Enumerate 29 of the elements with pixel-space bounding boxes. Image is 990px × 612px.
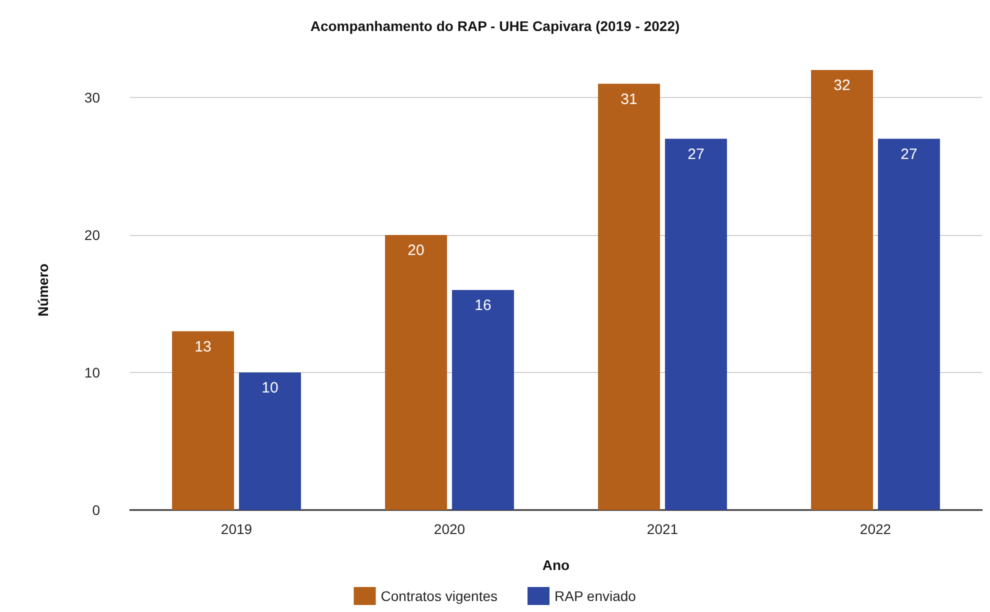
data-label: 13 xyxy=(194,338,212,356)
x-tick-label: 2022 xyxy=(860,521,892,537)
data-label: 20 xyxy=(408,242,424,259)
data-label: 10 xyxy=(262,380,278,396)
data-label: 27 xyxy=(900,146,918,163)
bar xyxy=(238,372,301,510)
chart-title: Acompanhamento do RAP - UHE Capivara (2019 - 2022) xyxy=(310,18,680,34)
data-label: 32 xyxy=(834,77,850,94)
x-axis-title: Ano xyxy=(542,557,570,573)
x-tick-label: 2019 xyxy=(220,521,252,537)
bar xyxy=(172,331,234,510)
legend-label: Contratos vigentes xyxy=(380,588,498,604)
y-tick-label: 20 xyxy=(84,227,100,243)
x-tick-label: 2021 xyxy=(646,521,678,537)
y-tick-label: 10 xyxy=(84,364,100,380)
bar xyxy=(452,290,514,510)
y-tick-label: 0 xyxy=(92,502,100,518)
bar xyxy=(598,84,660,510)
x-tick-label: 2020 xyxy=(434,521,466,537)
legend-label: RAP enviado xyxy=(554,588,636,604)
bar xyxy=(811,70,874,510)
data-label: 27 xyxy=(688,146,704,163)
bar xyxy=(878,138,940,510)
y-axis-title: Número xyxy=(35,264,51,316)
y-tick-label: 30 xyxy=(84,90,100,106)
bar xyxy=(664,138,727,510)
bar xyxy=(385,235,448,510)
data-label: 16 xyxy=(474,297,492,314)
data-label: 31 xyxy=(620,90,638,108)
